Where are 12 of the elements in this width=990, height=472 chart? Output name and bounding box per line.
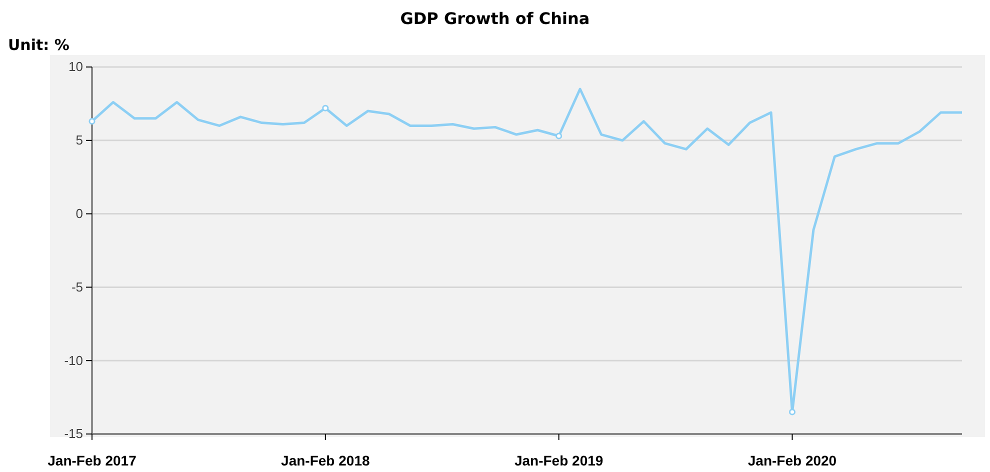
y-tick-label: -15 [64,426,83,442]
x-tick-label: Jan-Feb 2018 [281,452,370,468]
y-tick-label: 5 [76,132,83,148]
x-tick-label: Jan-Feb 2019 [514,452,604,468]
y-tick-label: 10 [68,59,83,74]
y-tick-label: 0 [76,206,83,221]
y-axis-title: Unit: % [8,36,70,54]
chart-title: GDP Growth of China [400,9,590,28]
x-tick-label: Jan-Feb 2020 [748,452,837,468]
y-tick-label: -10 [64,352,83,368]
y-tick-label: -5 [71,279,83,294]
x-tick-label: Jan-Feb 2017 [48,452,137,468]
